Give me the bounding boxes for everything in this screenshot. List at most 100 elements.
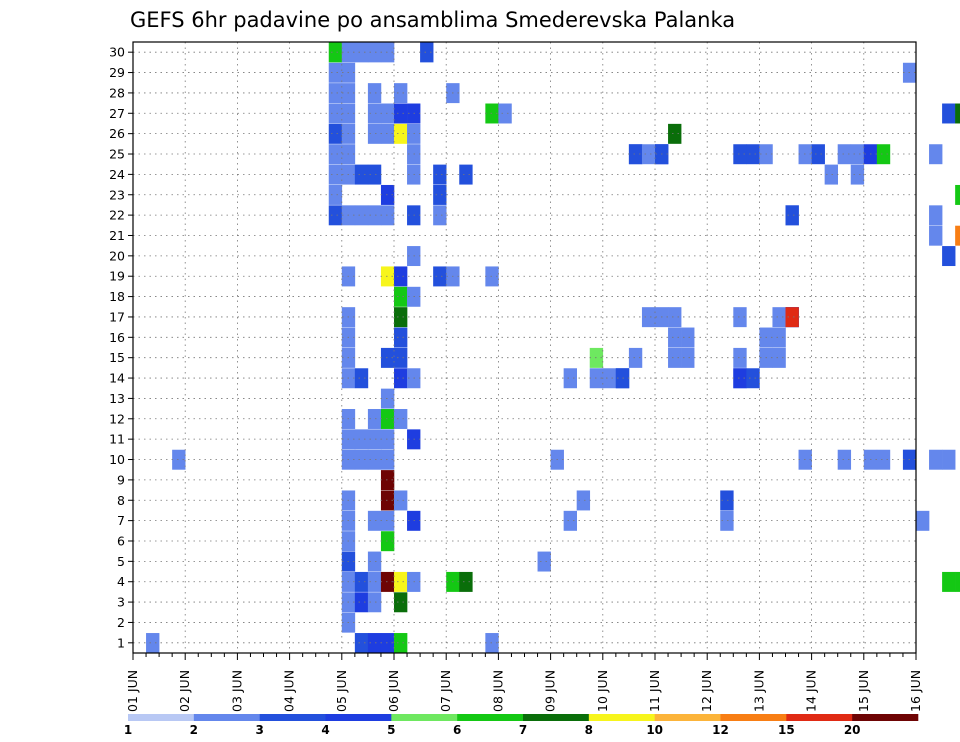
y-tick-label: 30 — [109, 45, 125, 60]
heatmap-cell — [367, 510, 382, 531]
y-tick-label: 1 — [117, 635, 125, 650]
y-tick-label: 9 — [117, 472, 125, 487]
heatmap-cell — [955, 225, 960, 246]
heatmap-cell — [929, 449, 943, 470]
heatmap-cell — [328, 103, 343, 124]
heatmap-cell — [380, 42, 395, 63]
heatmap-cell — [367, 551, 382, 572]
heatmap-cell — [433, 164, 447, 185]
heatmap-cell — [394, 307, 408, 328]
x-tick-label: 01 JUN — [125, 670, 140, 712]
y-tick-label: 2 — [117, 615, 125, 630]
heatmap-cell — [942, 449, 956, 470]
x-tick-label: 02 JUN — [177, 670, 192, 712]
heatmap-cell — [354, 633, 369, 653]
colorbar-swatch — [786, 714, 853, 721]
heatmap-cell — [850, 144, 865, 165]
colorbar-label: 20 — [844, 723, 861, 737]
y-tick-label: 21 — [109, 228, 125, 243]
y-tick-label: 24 — [109, 167, 125, 182]
heatmap-cell — [811, 144, 825, 165]
heatmap-cell — [485, 633, 499, 653]
heatmap-cell — [380, 103, 395, 124]
heatmap-cell — [668, 123, 682, 144]
heatmap-cell — [433, 184, 447, 205]
grid-lines — [133, 42, 916, 653]
colorbar-swatch — [654, 714, 721, 721]
y-tick-label: 7 — [117, 513, 125, 528]
x-tick-label: 15 JUN — [856, 670, 871, 712]
colorbar-label: 2 — [190, 723, 198, 737]
heatmap-cell — [380, 510, 395, 531]
colorbar-label: 12 — [712, 723, 729, 737]
heatmap-cell — [772, 307, 786, 328]
heatmap-cell — [367, 103, 382, 124]
heatmap-cell — [367, 164, 382, 185]
heatmap-cell — [367, 429, 382, 450]
heatmap-cell — [733, 347, 747, 368]
heatmap-cell — [394, 633, 408, 653]
y-tick-label: 20 — [109, 248, 125, 263]
heatmap-cell — [394, 123, 408, 144]
heatmap-cell — [380, 490, 395, 511]
heatmap-cell — [367, 205, 382, 226]
heatmap-cell — [485, 103, 499, 124]
heatmap-cell — [380, 449, 395, 470]
heatmap-cell — [354, 429, 369, 450]
y-tick-label: 8 — [117, 493, 125, 508]
x-tick-label: 06 JUN — [386, 670, 401, 712]
colorbar-label: 15 — [778, 723, 795, 737]
heatmap-cell — [394, 409, 408, 429]
heatmap-cell — [876, 449, 891, 470]
heatmap-cell — [459, 164, 473, 185]
x-tick-label: 13 JUN — [751, 670, 766, 712]
heatmap-cell — [681, 327, 695, 348]
heatmap-cell — [850, 164, 865, 185]
heatmap-cell — [720, 510, 734, 531]
heatmap-cell — [328, 83, 343, 104]
y-tick-label: 5 — [117, 554, 125, 569]
heatmap-cell — [837, 449, 852, 470]
chart-title: GEFS 6hr padavine po ansamblima Smederev… — [130, 8, 735, 32]
y-tick-label: 29 — [109, 65, 125, 80]
colorbar-swatch — [259, 714, 326, 721]
heatmap-cell — [367, 83, 382, 104]
heatmap-cell — [942, 246, 956, 267]
heatmap-cell — [929, 225, 943, 246]
colorbar-label: 1 — [124, 723, 132, 737]
heatmap-cell — [955, 184, 960, 205]
y-tick-label: 23 — [109, 187, 125, 202]
heatmap-cell — [563, 510, 577, 531]
heatmap-cell — [628, 347, 643, 368]
heatmap-cell — [328, 123, 343, 144]
colorbar-label: 3 — [255, 723, 263, 737]
colorbar-swatch — [720, 714, 787, 721]
heatmap-cell — [394, 571, 408, 592]
heatmap-cell — [394, 490, 408, 511]
y-tick-label: 16 — [109, 330, 125, 345]
heatmap-cell — [354, 164, 369, 185]
heatmap-cell — [354, 205, 369, 226]
heatmap-cell — [929, 144, 943, 165]
heatmap-cell — [433, 205, 447, 226]
heatmap-cell — [394, 286, 408, 307]
heatmap-cell — [576, 490, 591, 511]
heatmap-cell — [733, 368, 747, 389]
y-tick-label: 13 — [109, 391, 125, 406]
heatmap-cell — [328, 184, 343, 205]
heatmap-cell — [459, 571, 473, 592]
heatmap-cell — [328, 144, 343, 165]
y-tick-label: 19 — [109, 269, 125, 284]
heatmap-cell — [720, 490, 734, 511]
colorbar-label: 7 — [519, 723, 527, 737]
colorbar-label: 5 — [387, 723, 395, 737]
heatmap-cell — [380, 347, 395, 368]
x-tick-label: 04 JUN — [282, 670, 297, 712]
heatmap-cell — [172, 449, 186, 470]
heatmap-cell — [380, 633, 395, 653]
y-tick-label: 4 — [117, 574, 125, 589]
y-tick-label: 26 — [109, 126, 125, 141]
heatmap-cell — [563, 368, 577, 389]
heatmap-cell — [380, 123, 395, 144]
heatmap-cell — [367, 449, 382, 470]
